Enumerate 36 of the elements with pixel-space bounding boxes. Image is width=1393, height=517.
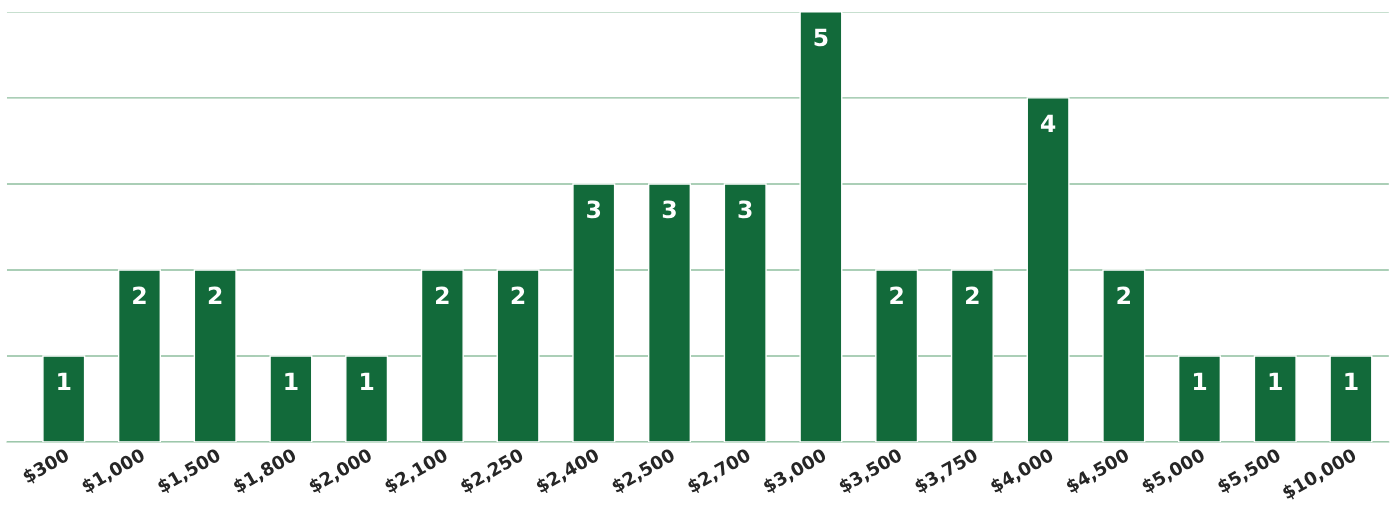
bar <box>647 183 692 443</box>
data-label: 2 <box>966 286 979 304</box>
data-label: 1 <box>1193 372 1207 390</box>
bar <box>42 355 86 443</box>
data-label: 1 <box>58 372 71 390</box>
bar <box>420 269 464 443</box>
bar <box>117 269 161 443</box>
bar <box>572 183 616 443</box>
bar <box>496 269 540 443</box>
data-label: 1 <box>361 372 374 390</box>
data-label: 3 <box>587 200 601 219</box>
data-label: 3 <box>662 200 676 219</box>
bar <box>1102 269 1146 443</box>
bar <box>193 269 237 443</box>
bar <box>1253 355 1297 443</box>
data-label: 2 <box>511 286 525 304</box>
bar <box>1329 355 1373 443</box>
data-label: 1 <box>1269 372 1282 390</box>
data-label: 2 <box>133 286 146 304</box>
data-label: 4 <box>1040 114 1056 132</box>
bar <box>875 269 919 443</box>
data-label: 2 <box>208 286 222 304</box>
bar <box>950 269 994 443</box>
data-label: 1 <box>1345 372 1358 390</box>
bar <box>1026 97 1070 443</box>
data-label: 2 <box>436 286 449 304</box>
data-label: 2 <box>1117 286 1130 304</box>
bar <box>269 355 313 443</box>
bar <box>1178 355 1222 443</box>
data-label: 5 <box>814 28 828 47</box>
data-label: 1 <box>285 372 298 390</box>
data-label: 3 <box>738 200 752 219</box>
bar <box>345 355 389 443</box>
bar <box>723 183 767 443</box>
data-label: 2 <box>890 286 903 304</box>
bar <box>799 11 843 443</box>
